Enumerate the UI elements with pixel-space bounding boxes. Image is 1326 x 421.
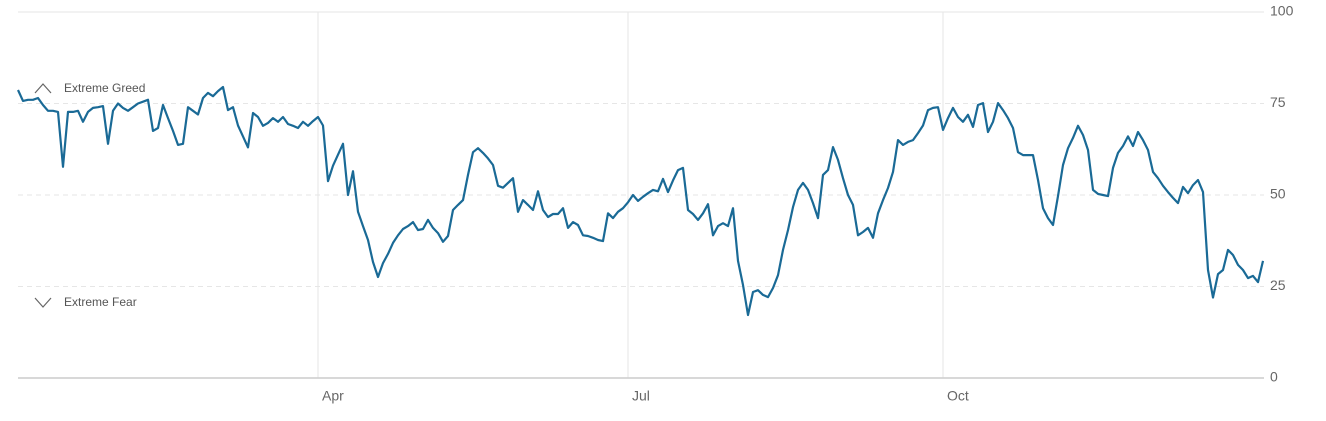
annotation: Extreme Fear [64, 295, 137, 309]
y-tick-label: 0 [1270, 369, 1278, 385]
fear-chevron [34, 297, 52, 308]
greed-chevron [34, 83, 52, 94]
x-tick-label: Jul [632, 388, 650, 404]
x-tick-label: Oct [947, 388, 969, 404]
line [17, 85, 1265, 317]
x-tick-label: Apr [322, 388, 344, 404]
y-tick-label: 25 [1270, 277, 1286, 293]
y-tick-label: 50 [1270, 186, 1286, 202]
y-tick-label: 100 [1270, 3, 1294, 19]
y-tick-label: 75 [1270, 94, 1286, 110]
annotation: Extreme Greed [64, 81, 145, 95]
